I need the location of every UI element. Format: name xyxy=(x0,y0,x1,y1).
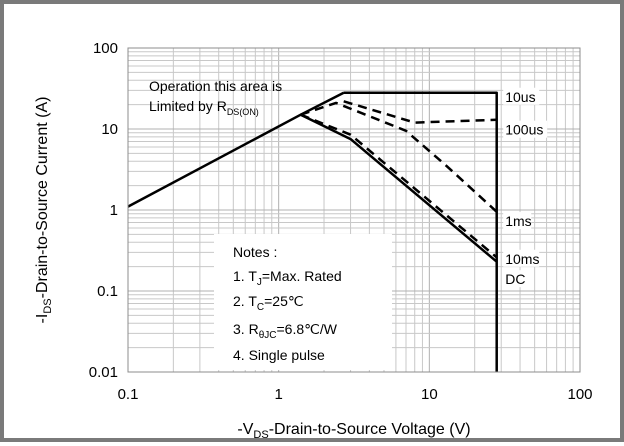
x-tick-label: 10 xyxy=(421,386,438,403)
y-tick-label: 0.1 xyxy=(97,283,118,300)
curve-label-dc: DC xyxy=(505,271,525,287)
y-tick-label: 1 xyxy=(110,202,118,219)
x-tick-label: 0.1 xyxy=(118,386,139,403)
notes-box: Notes : 1. TJ=Max. Rated 2. TC=25℃ 3. Rθ… xyxy=(214,234,392,370)
curve-label-bg xyxy=(503,87,540,105)
note-3: 3. RθJC=6.8℃/W xyxy=(233,321,338,341)
series-10us_cap xyxy=(343,91,498,372)
curve-label-10us: 10us xyxy=(505,89,535,105)
curve-label-bg xyxy=(503,249,540,267)
note-1: 1. TJ=Max. Rated xyxy=(233,268,342,288)
y-axis-label: -IDS-Drain-to-Source Current (A) xyxy=(34,97,54,324)
curve-labels: 10us 100us 1ms 10ms DC xyxy=(503,87,548,288)
area-note-line2: Limited by RDS(ON) xyxy=(149,98,259,117)
y-tick-label: 0.01 xyxy=(89,364,118,381)
curve-label-bg xyxy=(503,270,524,288)
x-tick-label: 100 xyxy=(567,386,592,403)
series-group xyxy=(127,91,498,372)
y-tick-label: 10 xyxy=(101,121,118,138)
notes-title: Notes : xyxy=(233,244,277,260)
area-note-line1: Operation this area is xyxy=(149,78,282,94)
series-100us xyxy=(343,100,497,124)
curve-label-1ms: 1ms xyxy=(505,213,531,229)
curve-label-10ms: 10ms xyxy=(505,251,539,267)
series-dc xyxy=(300,113,498,263)
curve-label-100us: 100us xyxy=(505,122,543,138)
series-10ms xyxy=(300,113,498,259)
plot-border xyxy=(127,47,581,373)
x-axis-label: -VDS-Drain-to-Source Voltage (V) xyxy=(237,421,470,441)
note-4: 4. Single pulse xyxy=(233,347,325,363)
curve-label-bg xyxy=(503,212,532,230)
notes-background xyxy=(214,234,392,370)
note-2: 2. TC=25℃ xyxy=(233,293,304,313)
series-1ms xyxy=(300,101,498,213)
soa-chart: Notes : 1. TJ=Max. Rated 2. TC=25℃ 3. Rθ… xyxy=(34,40,593,441)
curve-label-bg xyxy=(503,120,548,138)
y-tick-label: 100 xyxy=(93,40,118,57)
x-tick-label: 1 xyxy=(274,386,282,403)
